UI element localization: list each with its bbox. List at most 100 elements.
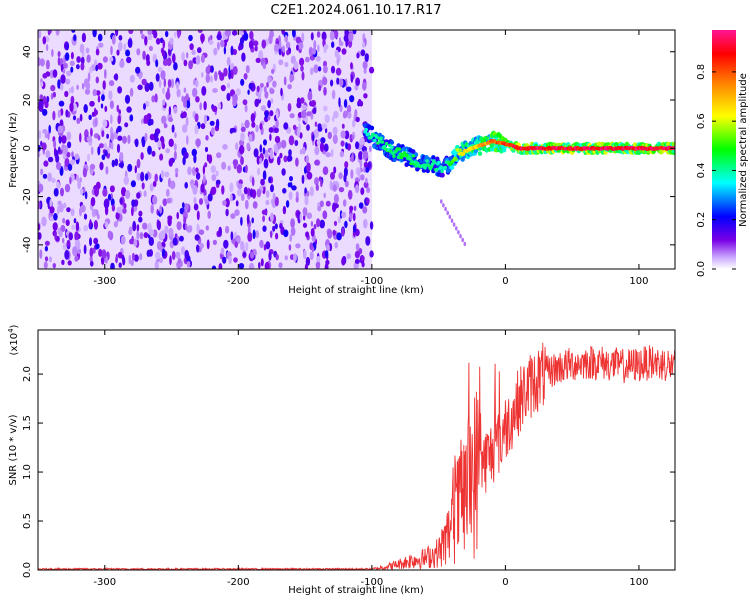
noise-blob — [358, 151, 364, 160]
noise-blob — [230, 45, 234, 56]
snr-series-line — [38, 342, 675, 570]
noise-blob — [138, 210, 143, 217]
noise-blob — [301, 174, 305, 184]
noise-blob — [313, 40, 317, 50]
noise-blob — [269, 110, 274, 117]
noise-blob — [193, 154, 197, 164]
noise-blob — [115, 211, 120, 220]
noise-blob — [143, 103, 146, 110]
noise-blob — [262, 215, 265, 222]
noise-blob — [350, 62, 353, 70]
noise-blob — [140, 171, 145, 182]
noise-blob — [359, 160, 363, 168]
noise-blob — [38, 223, 41, 231]
noise-blob — [113, 221, 118, 228]
noise-blob — [289, 176, 293, 182]
noise-blob — [185, 116, 189, 127]
noise-blob — [283, 122, 289, 130]
signal-trail — [444, 206, 447, 212]
noise-blob — [271, 68, 275, 75]
noise-blob — [97, 135, 101, 141]
noise-blob — [140, 152, 144, 160]
noise-blob — [45, 43, 49, 52]
noise-blob — [60, 83, 64, 91]
noise-blob — [133, 238, 138, 247]
noise-blob — [154, 93, 158, 103]
noise-blob — [331, 41, 335, 48]
noise-blob — [222, 144, 228, 150]
noise-blob — [51, 177, 56, 184]
noise-blob — [316, 218, 321, 228]
noise-blob — [355, 77, 360, 86]
noise-blob — [323, 65, 328, 74]
noise-blob — [103, 198, 110, 209]
noise-blob — [304, 195, 309, 206]
signal-halo — [501, 147, 507, 153]
noise-blob — [260, 178, 265, 186]
noise-blob — [211, 105, 218, 112]
signal-point — [384, 142, 389, 146]
noise-blob — [272, 225, 276, 232]
noise-blob — [344, 180, 349, 188]
noise-blob — [282, 205, 287, 215]
noise-blob — [327, 229, 333, 239]
noise-blob — [80, 62, 85, 71]
noise-blob — [120, 235, 126, 245]
noise-blob — [58, 203, 64, 213]
noise-blob — [57, 51, 61, 58]
noise-blob — [50, 84, 56, 92]
noise-blob — [324, 263, 329, 269]
signal-point — [437, 160, 441, 165]
noise-blob — [333, 110, 339, 119]
noise-blob — [39, 58, 45, 67]
noise-blob — [76, 240, 81, 250]
noise-blob — [235, 142, 239, 151]
noise-blob — [290, 226, 296, 236]
noise-blob — [320, 137, 326, 144]
noise-blob — [246, 142, 251, 151]
noise-blob — [231, 30, 238, 36]
noise-blob — [324, 114, 330, 123]
signal-point — [392, 154, 396, 158]
noise-blob — [341, 48, 347, 55]
noise-blob — [359, 137, 365, 146]
noise-blob — [129, 87, 134, 97]
noise-blob — [347, 189, 353, 200]
noise-blob — [102, 80, 106, 90]
noise-blob — [195, 172, 201, 180]
noise-blob — [48, 30, 52, 34]
noise-blob — [319, 219, 326, 229]
noise-blob — [322, 166, 329, 176]
noise-blob — [362, 60, 368, 70]
noise-blob — [154, 173, 158, 182]
y-tick-label: 1.5 — [22, 415, 33, 431]
noise-blob — [234, 209, 240, 217]
signal-trail — [463, 241, 467, 247]
noise-blob — [182, 124, 188, 133]
noise-blob — [110, 141, 114, 150]
noise-blob — [302, 207, 308, 217]
noise-blob — [168, 138, 174, 147]
noise-blob — [67, 260, 72, 266]
noise-blob — [162, 39, 166, 49]
noise-blob — [61, 135, 67, 144]
noise-blob — [73, 34, 77, 42]
noise-blob — [44, 101, 49, 109]
noise-blob — [289, 113, 295, 119]
noise-blob — [349, 205, 354, 212]
noise-blob — [182, 202, 185, 209]
noise-blob — [268, 251, 272, 261]
noise-blob — [230, 231, 234, 241]
noise-blob — [110, 132, 115, 142]
noise-blob — [173, 150, 177, 160]
noise-blob — [200, 123, 206, 130]
noise-blob — [256, 155, 260, 165]
noise-blob — [45, 150, 51, 159]
noise-blob — [280, 139, 287, 149]
noise-blob — [175, 251, 181, 259]
snr-panel: -300 -200 -100 0 100 0.0 0.5 1.0 1.5 2.0 Height … — [7, 324, 676, 596]
noise-blob — [138, 216, 143, 223]
noise-blob — [330, 172, 335, 180]
noise-blob — [350, 74, 354, 83]
noise-blob — [141, 182, 145, 190]
